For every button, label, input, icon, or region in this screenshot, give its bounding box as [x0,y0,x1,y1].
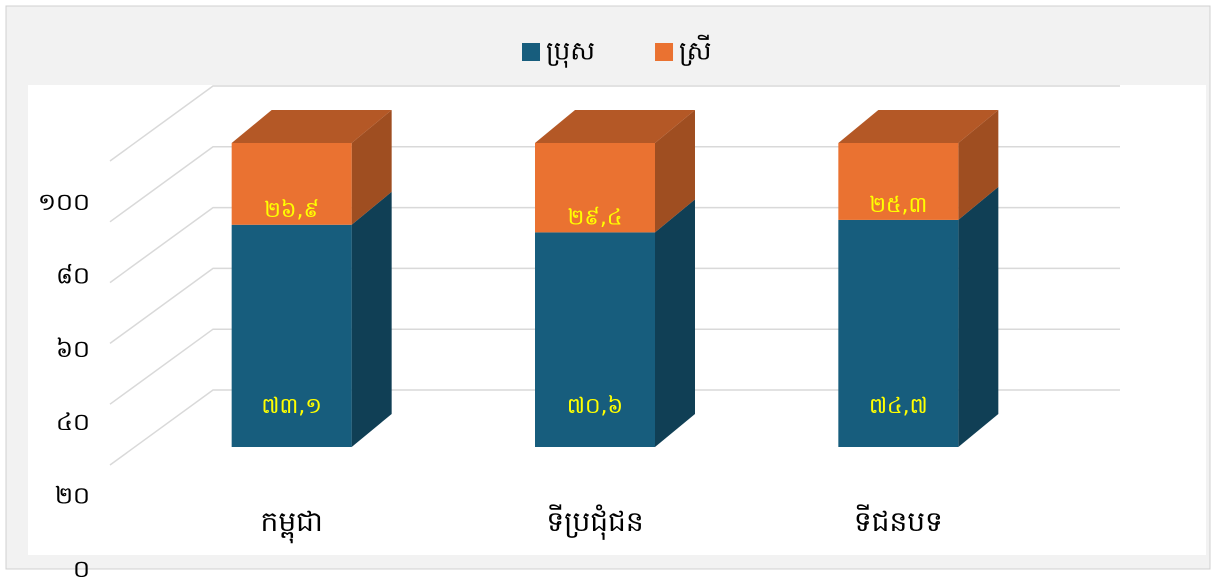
grid-line [109,389,1120,466]
bar-side [351,191,392,447]
legend-swatch [522,43,540,61]
bar-top [231,110,392,143]
bar-side [958,110,999,220]
grid-line [109,146,1120,223]
grid-line [109,328,1120,405]
grid-line [109,206,1120,284]
y-tick-label: ១០០ [38,188,90,216]
legend-label: ស្រី [679,35,712,67]
x-tick-label: ទីប្រជុំជន [546,504,643,540]
data-label: ៧៤,៧ [869,394,928,419]
bar [231,143,352,225]
bar [535,143,655,233]
data-label: ៧៣,១ [261,394,322,419]
x-tick-label: កម្ពុជា [261,505,323,544]
legend-swatch [655,43,674,61]
bar-side [655,110,695,233]
bar-side [958,186,999,448]
bar [838,219,959,447]
bar-top [535,110,695,143]
bar [535,232,655,447]
y-tick-label: ៤០ [56,408,90,436]
bar-top [838,110,999,143]
data-label: ៧០,៦ [567,394,623,419]
bar-side [655,199,695,447]
y-tick-label: ០ [73,555,90,583]
y-tick-label: ៦០ [56,335,90,363]
bar-side [351,110,392,225]
y-tick-label: ៨០ [56,261,90,289]
x-tick-label: ទីជនបទ [854,504,943,538]
bar [838,143,959,220]
data-label: ២៩,៤ [568,205,623,230]
data-label: ២៦,៩ [264,198,319,223]
grid-line [109,85,1120,162]
legend-label: ប្រុស [546,37,595,69]
y-tick-label: ២០ [55,482,90,510]
data-label: ២៥,៣ [869,193,927,218]
bar [231,224,352,447]
grid-line [109,267,1120,345]
